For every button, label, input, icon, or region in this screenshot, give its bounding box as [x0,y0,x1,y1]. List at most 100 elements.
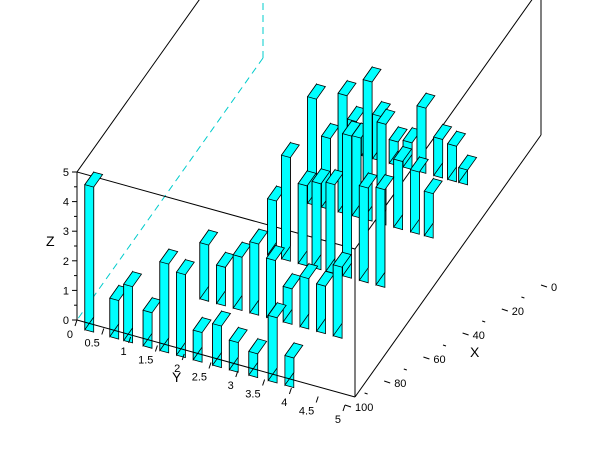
bar [315,269,336,335]
bar-top-face [192,317,212,334]
bar [211,309,232,369]
x-tick-label: 80 [394,378,406,390]
bar-top-face [282,273,302,290]
bar-top-face [416,92,436,109]
bar [358,171,378,284]
y-tick [342,404,346,412]
bar-top-face [211,310,232,327]
bar-top-face [306,83,327,100]
bar [215,251,235,307]
y-tick-label: 1 [120,346,126,358]
y-axis-title: Y [172,369,182,385]
bar-top-face [215,251,235,268]
bar-side-face [281,141,291,261]
x-tick-label: 0 [551,282,557,294]
bar-top-face [393,146,413,162]
bar-side-face [159,247,170,352]
bar-top-face [299,263,319,280]
y-tick [128,336,132,344]
x-tick [344,404,352,408]
bar-top-face [337,80,357,97]
y-tick [315,396,319,403]
bar [280,141,300,262]
bar [248,337,268,379]
bar-top-face [228,327,248,344]
bar-top-face [232,241,252,258]
z-tick-label: 4 [63,197,69,209]
bar-side-face [325,168,336,273]
bar [297,169,317,267]
y-tick [208,362,212,369]
plot-box-front [76,134,542,398]
bar [232,240,252,312]
tick-group [72,171,548,412]
y-tick-label: 1.5 [138,355,153,367]
z-tick-label: 1 [63,285,69,297]
x-minor-tick [442,344,447,347]
x-tick-label: 40 [473,330,485,342]
bar-top-face [388,126,408,143]
bar-top-face [311,168,331,185]
y-tick-label: 0.5 [85,338,100,350]
z-tick-label: 3 [63,226,69,238]
y-tick [101,328,105,335]
x-minor-tick [482,320,486,323]
bar-top-face [375,174,395,191]
y-tick-label: 2 [174,363,180,375]
x-axis-line [354,134,542,398]
x-tick-label: 20 [512,306,524,318]
bar [458,153,478,186]
bar [423,177,443,239]
y-axis-line [76,319,356,398]
bar [284,341,304,389]
x-tick [462,332,469,336]
x-tick [423,356,430,360]
bar [123,270,143,344]
bar-top-face [332,251,352,268]
bar-top-face [159,248,179,265]
x-minor-tick [364,392,368,395]
bar-top-face [84,171,104,188]
y-tick [235,370,239,378]
bar-side-face [84,170,95,331]
bar [228,326,248,373]
bar [109,284,129,340]
bar-top-face [325,169,345,186]
bar-top-face [267,302,287,319]
bar-top-face [280,142,300,159]
y-tick [288,387,292,395]
bar [311,167,331,271]
bar-side-face [375,173,386,287]
bar-top-face [341,120,362,137]
bar [159,247,179,354]
y-tick [262,379,266,386]
x-axis-title: X [470,344,480,360]
bar-top-face [265,245,286,262]
bar-top-face [376,108,396,125]
bar [375,173,395,288]
z-tick-label: 0 [63,315,69,327]
bar [84,170,104,333]
y-tick [181,353,185,361]
bar [393,145,413,231]
y-tick-label: 2.5 [192,372,207,384]
x-tick [501,308,508,312]
x-minor-tick [403,368,407,371]
bar [265,244,286,321]
bar [409,155,429,235]
bar-top-face [248,338,268,355]
bar [341,119,362,279]
bar-top-face [362,66,382,83]
x-tick-label: 100 [355,402,373,414]
bar [433,123,453,179]
bar [282,272,302,325]
bar-top-face [433,124,453,140]
bar [446,130,467,183]
bar-top-face [423,178,443,195]
bar-top-face [346,106,367,123]
y-tick-label: 0 [67,329,73,341]
y-tick [74,319,78,327]
x-tick [540,284,548,288]
y-tick [154,345,158,352]
bar-top-face [142,297,162,314]
